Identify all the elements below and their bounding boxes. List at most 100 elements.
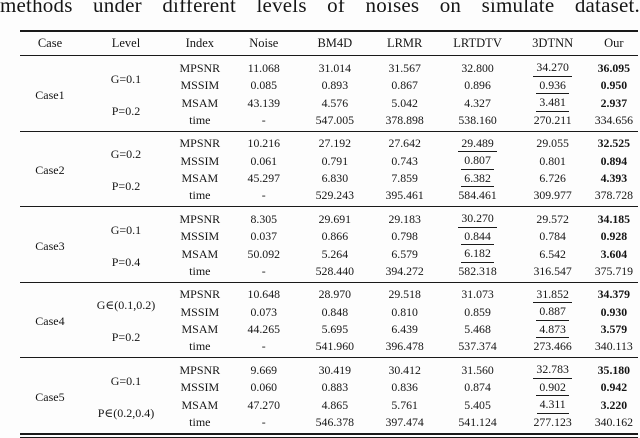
value-cell: 0.807	[440, 152, 516, 170]
table-row: Case3 G=0.1 P=0.4 MPSNR 8.305 29.691 29.183 30.…	[20, 207, 638, 269]
value-cell: 0.930	[600, 304, 628, 319]
value-cell: 5.468	[464, 322, 491, 337]
index-label: MSAM	[181, 246, 219, 261]
value-cell: 31.560	[461, 362, 494, 377]
column-header-lrmr: LRMR	[369, 31, 440, 56]
value-cell: 29.518	[388, 287, 421, 302]
value-cell: 6.830	[321, 171, 349, 186]
value-cell: 29.055	[536, 136, 569, 151]
value-cell: 3.579	[600, 322, 628, 337]
value-cell: 0.801	[539, 153, 566, 168]
table-row: MSSIM 0.073 0.848 0.810 0.859 0.887 0.930	[20, 303, 638, 321]
level-impulse: P=0.2	[111, 179, 141, 194]
value-cell: 0.887	[516, 303, 590, 321]
value-cell: 0.874	[464, 380, 491, 395]
table-row: time - 528.440 394.272 582.318 316.547 375.719	[20, 263, 638, 283]
value-cell: 273.466	[533, 339, 572, 353]
column-header-lrtdtv: LRTDTV	[439, 31, 516, 56]
column-header-bm4d: BM4D	[299, 31, 370, 56]
value-cell: 340.113	[594, 339, 633, 353]
value-cell: 0.798	[391, 229, 418, 244]
value-cell: -	[261, 339, 266, 353]
value-cell: 4.393	[600, 171, 628, 186]
value-cell: 5.761	[391, 397, 418, 412]
value-cell: 546.378	[315, 414, 354, 429]
value-cell: 30.412	[388, 362, 421, 377]
level-gaussian: G=0.1	[110, 373, 142, 388]
value-cell: 0.848	[321, 304, 349, 319]
value-cell: 0.784	[539, 229, 566, 244]
index-label: MSSIM	[180, 380, 220, 395]
value-cell: 0.883	[321, 380, 349, 395]
column-header-case: Case	[20, 31, 80, 56]
value-cell: -	[261, 112, 266, 127]
value-cell: 0.936	[516, 77, 590, 94]
table-row: MSAM 47.270 4.865 5.761 5.405 4.311 3.220	[20, 396, 638, 414]
case-block-case3: Case3 G=0.1 P=0.4 MPSNR 8.305 29.691 29.183 30.…	[20, 206, 638, 283]
index-label: time	[189, 112, 211, 127]
value-cell: 0.942	[600, 380, 628, 395]
value-cell: 378.728	[594, 188, 634, 202]
value-cell: 270.211	[533, 112, 572, 127]
value-cell: 0.902	[516, 379, 590, 396]
value-cell: 31.567	[388, 60, 421, 75]
value-cell: 5.695	[321, 322, 349, 337]
column-header-index: Index	[172, 31, 228, 56]
value-cell: 0.060	[250, 380, 278, 395]
level-impulse: P∈(0.2,0.4)	[97, 405, 155, 420]
index-label: MSAM	[181, 322, 219, 337]
case-block-case5: Case5 G=0.1 P∈(0.2,0.4) MPSNR 9.669 30.419 30.…	[20, 357, 638, 434]
value-cell: 396.478	[385, 339, 424, 353]
index-label: time	[189, 263, 211, 278]
value-cell: 309.977	[533, 188, 572, 202]
value-cell: 43.139	[247, 95, 280, 110]
value-cell: 34.379	[597, 287, 631, 302]
value-cell: 10.648	[247, 287, 280, 302]
table-row: time - 541.960 396.478 537.374 273.466 340.113	[20, 338, 638, 358]
index-label: MSSIM	[180, 153, 220, 168]
table-row: Case1 G=0.1 P=0.2 MPSNR 11.068 31.014 31.567 32…	[20, 56, 638, 118]
value-cell: 3.604	[600, 246, 628, 261]
value-cell: 30.419	[318, 362, 352, 377]
value-cell: 547.005	[315, 112, 354, 127]
value-cell: 375.719	[594, 263, 634, 278]
value-cell: 31.014	[318, 60, 352, 75]
value-cell: 6.726	[539, 171, 566, 186]
value-cell: 0.894	[600, 153, 628, 168]
index-label: MPSNR	[179, 136, 221, 151]
level-cell: G=0.1 P∈(0.2,0.4)	[80, 358, 172, 434]
value-cell: 395.461	[385, 188, 424, 202]
value-cell: 27.192	[318, 136, 352, 151]
index-label: time	[189, 414, 211, 429]
value-cell: 11.068	[247, 60, 280, 75]
value-cell: 541.124	[458, 414, 497, 429]
value-cell: 0.061	[250, 153, 278, 168]
value-cell: 0.743	[391, 153, 418, 168]
value-cell: 6.182	[440, 245, 516, 263]
value-cell: 6.579	[391, 246, 418, 261]
value-cell: 334.656	[594, 112, 634, 127]
table-caption: methods under different levels of noises…	[0, 0, 640, 17]
index-label: MSSIM	[180, 304, 220, 319]
value-cell: 34.270	[516, 56, 590, 77]
value-cell: 45.297	[247, 171, 280, 186]
value-cell: 50.092	[247, 246, 280, 261]
value-cell: 2.937	[600, 95, 628, 110]
table-row: MSAM 43.139 4.576 5.042 4.327 3.481 2.937	[20, 94, 638, 112]
value-cell: 29.183	[388, 211, 421, 226]
value-cell: 0.791	[321, 153, 349, 168]
value-cell: 32.800	[461, 60, 494, 75]
value-cell: 8.305	[250, 211, 278, 226]
index-label: MSAM	[181, 171, 219, 186]
results-table: Case Level Index Noise BM4D LRMR LRTDTV 3DTNN Ou…	[20, 30, 638, 438]
table-row: MSSIM 0.060 0.883 0.836 0.874 0.902 0.942	[20, 379, 638, 396]
results-table-el: Case Level Index Noise BM4D LRMR LRTDTV 3DTNN Ou…	[20, 30, 638, 435]
case-label: Case1	[35, 87, 65, 102]
case-label: Case4	[35, 314, 65, 329]
table-row: Case4 G∈(0.1,0.2) P=0.2 MPSNR 10.648 28.970 29…	[20, 282, 638, 345]
value-cell: 5.405	[464, 397, 491, 412]
value-cell: 0.950	[600, 78, 628, 93]
level-cell: G∈(0.1,0.2) P=0.2	[80, 282, 172, 358]
value-cell: -	[261, 414, 266, 429]
value-cell: 0.867	[391, 78, 418, 93]
